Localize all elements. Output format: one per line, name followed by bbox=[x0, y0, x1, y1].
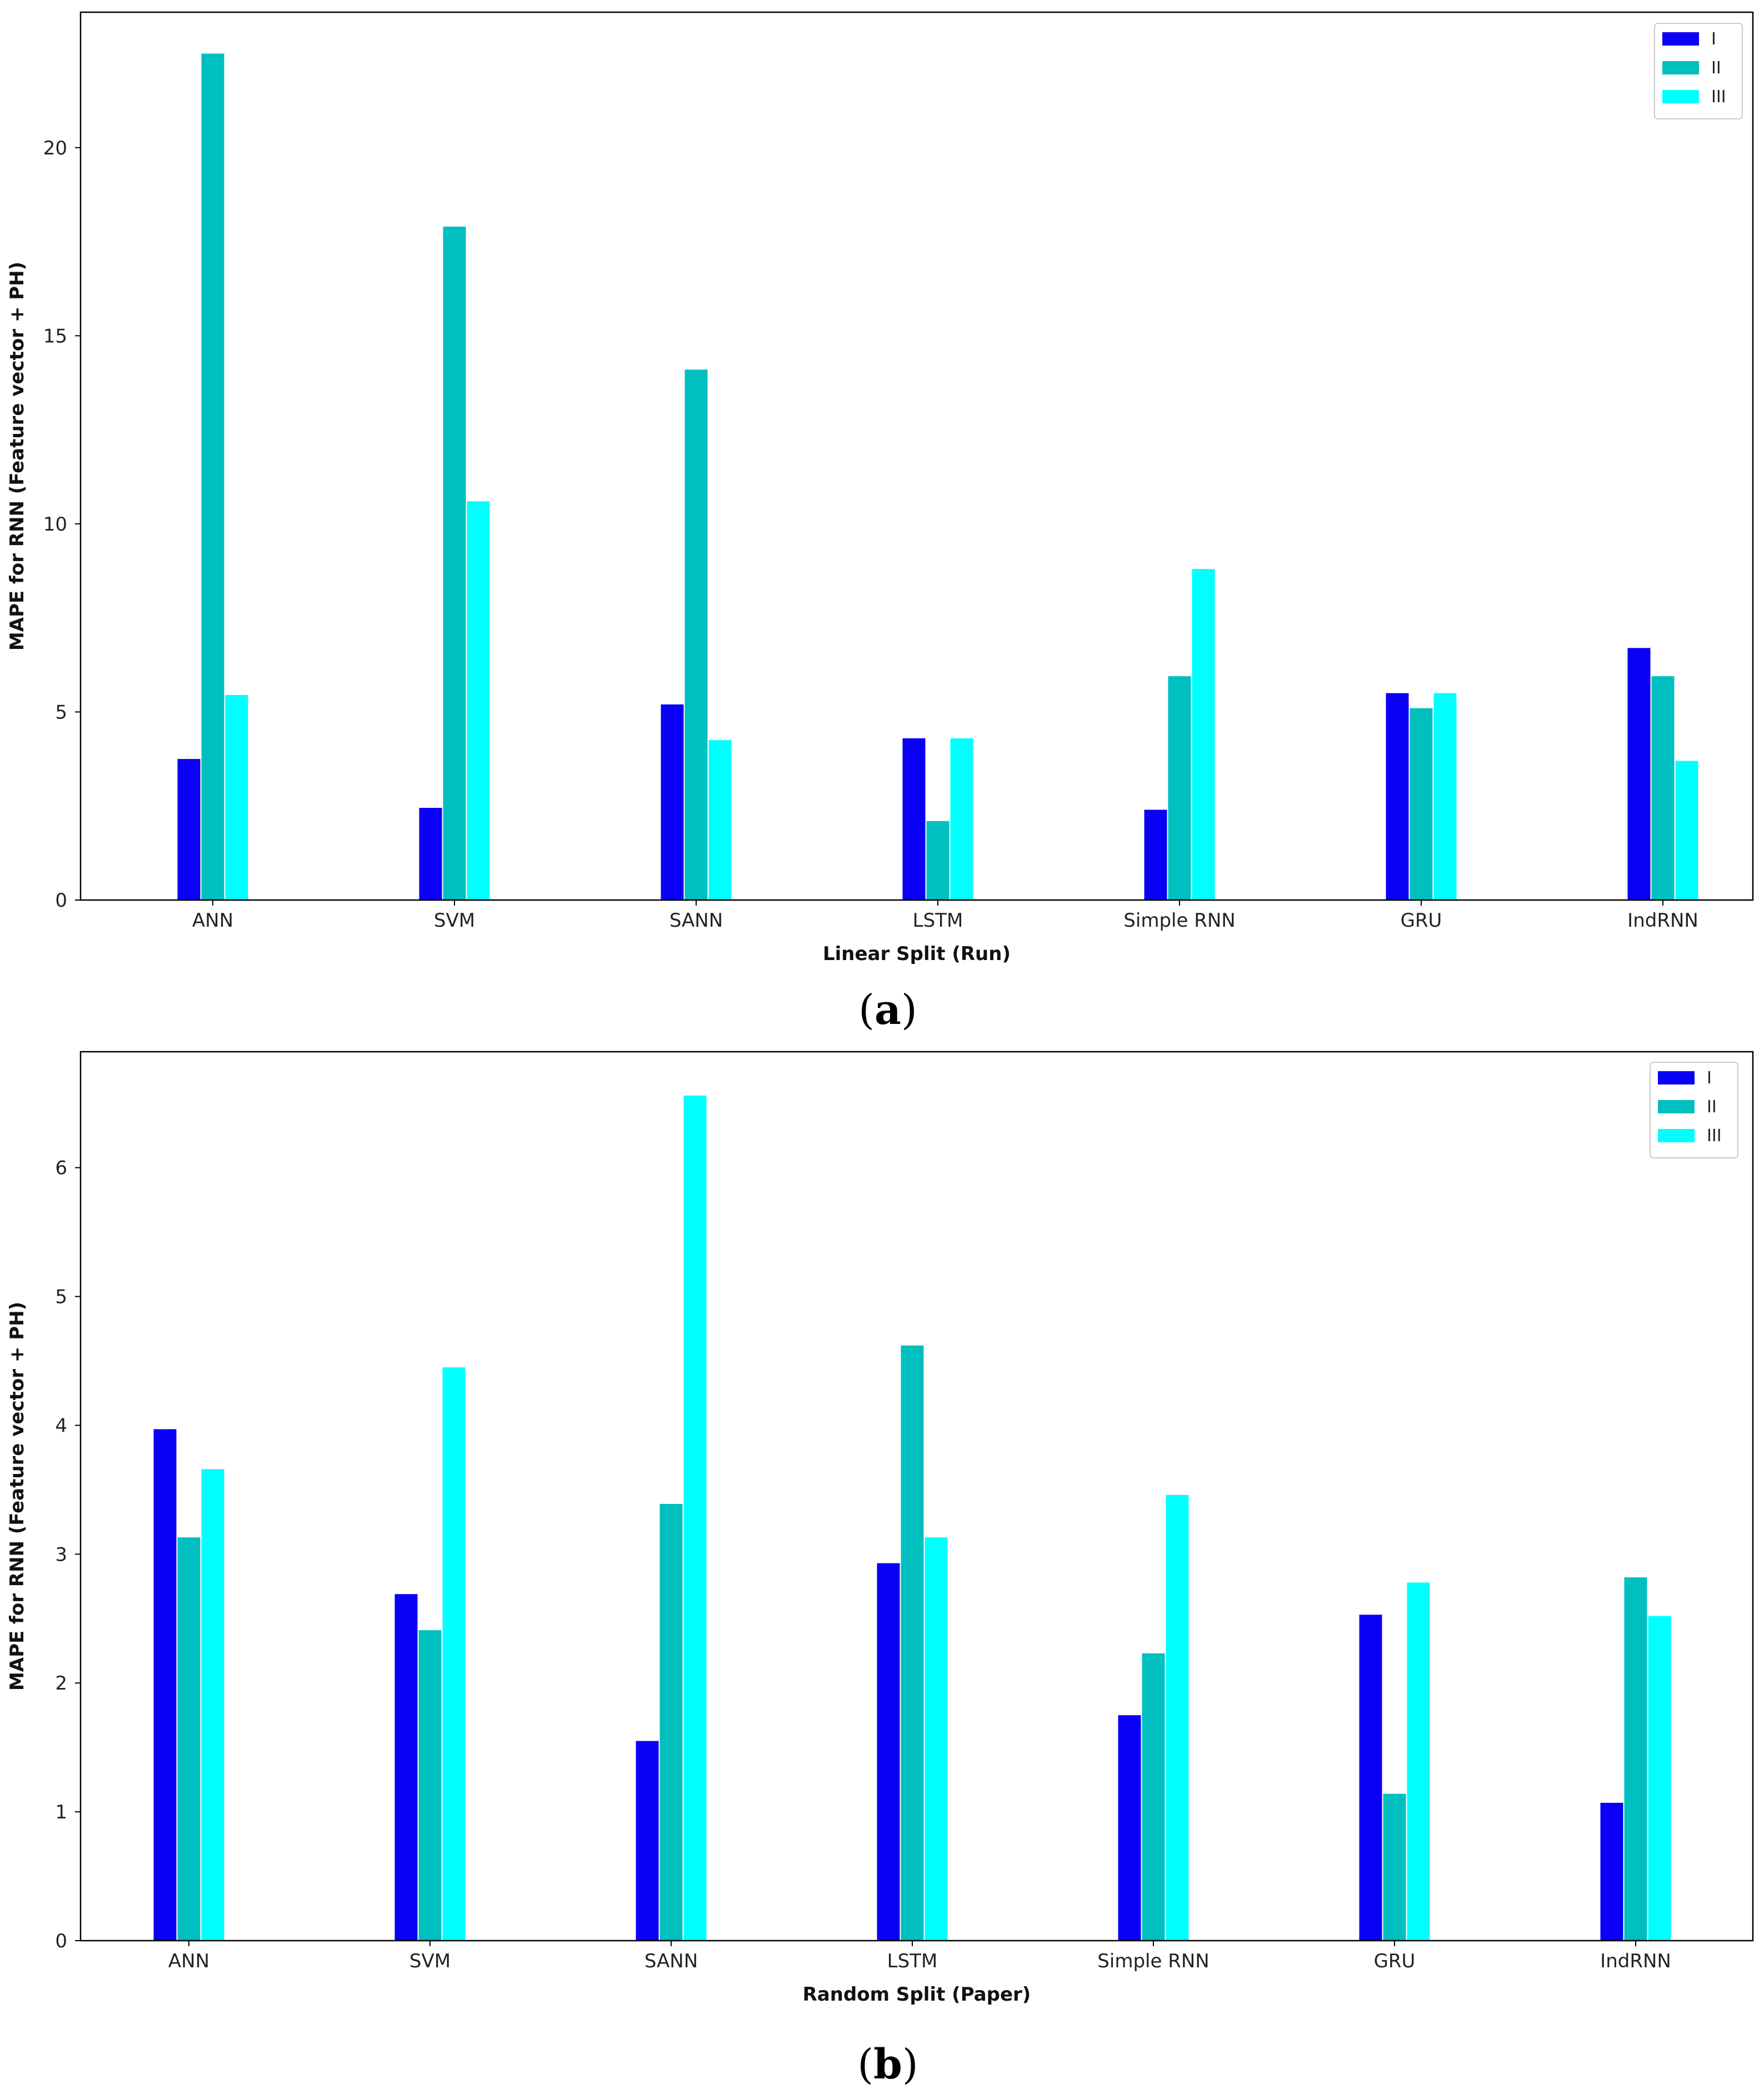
chart-b-bar-simple-rnn-series-iii bbox=[1166, 1495, 1189, 1941]
chart-b-y-tick-label-4: 4 bbox=[55, 1415, 67, 1437]
chart-b-bar-ann-series-i bbox=[153, 1429, 177, 1941]
chart-a-legend-label-ii: II bbox=[1711, 58, 1721, 78]
chart-a-bar-lstm-series-ii bbox=[926, 821, 950, 900]
chart-a-bar-ann-series-ii bbox=[201, 53, 224, 901]
chart-b-bar-sann-series-ii bbox=[659, 1503, 683, 1941]
panel-caption-b: (b) bbox=[857, 2041, 918, 2088]
chart-a-x-tick-label-lstm: LSTM bbox=[913, 909, 963, 932]
chart-b-y-tick-label-1: 1 bbox=[55, 1801, 67, 1823]
chart-a-bar-ann-series-i bbox=[177, 759, 201, 900]
chart-b-bar-gru-series-i bbox=[1359, 1615, 1382, 1941]
chart-a: 0 5 10 15 20 ANN SVM SANN LSTM Simple RNN GRU IndRN… bbox=[6, 11, 1754, 965]
chart-a-legend-label-iii: III bbox=[1711, 87, 1726, 107]
chart-a-y-tick-label-20: 20 bbox=[43, 137, 67, 159]
chart-a-bar-svm-series-ii bbox=[443, 226, 466, 900]
chart-b-y-tick-label-0: 0 bbox=[55, 1930, 67, 1952]
chart-a-x-tick-label-sann: SANN bbox=[669, 909, 723, 932]
chart-a-legend-swatch-ii bbox=[1662, 61, 1699, 74]
chart-b-bar-svm-series-ii bbox=[418, 1630, 442, 1941]
chart-a-legend-swatch-iii bbox=[1662, 90, 1699, 103]
chart-a-x-tick-label-ann: ANN bbox=[192, 909, 233, 932]
chart-b-bar-indrnn-series-i bbox=[1600, 1802, 1623, 1941]
chart-b: 0 1 2 3 4 5 6 ANN SVM SANN LSTM Simple RNN GRU IndRNN… bbox=[6, 1051, 1754, 2006]
chart-a-y-tick-label-0: 0 bbox=[55, 889, 67, 912]
chart-a-bar-simple-rnn-series-i bbox=[1144, 809, 1167, 900]
chart-a-legend-swatch-i bbox=[1662, 32, 1699, 46]
chart-a-x-tick-label-simple-rnn: Simple RNN bbox=[1123, 909, 1235, 932]
chart-b-bar-gru-series-iii bbox=[1407, 1582, 1430, 1941]
chart-b-y-tick-label-5: 5 bbox=[55, 1286, 67, 1308]
chart-b-x-tick-label-gru: GRU bbox=[1374, 1950, 1416, 1972]
chart-b-x-tick-label-sann: SANN bbox=[644, 1950, 698, 1972]
chart-b-x-tick-label-indrnn: IndRNN bbox=[1600, 1950, 1671, 1972]
chart-a-bar-gru-series-ii bbox=[1410, 708, 1433, 900]
chart-a-bar-indrnn-series-i bbox=[1627, 648, 1651, 900]
chart-a-bar-gru-series-i bbox=[1386, 693, 1409, 900]
chart-a-bar-gru-series-iii bbox=[1433, 693, 1457, 900]
chart-a-y-axis-title: MAPE for RNN (Feature vector + PH) bbox=[6, 262, 28, 651]
chart-b-bar-lstm-series-i bbox=[877, 1563, 900, 1941]
chart-a-bar-sann-series-i bbox=[661, 704, 684, 900]
chart-a-bar-simple-rnn-series-ii bbox=[1168, 676, 1191, 900]
chart-a-legend-label-i: I bbox=[1711, 29, 1716, 49]
chart-b-x-tick-label-lstm: LSTM bbox=[887, 1950, 938, 1972]
chart-a-bar-indrnn-series-iii bbox=[1675, 761, 1698, 900]
chart-b-bar-simple-rnn-series-ii bbox=[1142, 1653, 1165, 1941]
chart-a-x-tick-label-svm: SVM bbox=[434, 909, 475, 932]
chart-b-y-tick-label-2: 2 bbox=[55, 1672, 67, 1695]
chart-b-y-tick-label-3: 3 bbox=[55, 1543, 67, 1566]
chart-b-x-tick-label-svm: SVM bbox=[409, 1950, 451, 1972]
chart-a-y-tick-label-15: 15 bbox=[43, 325, 67, 347]
chart-b-bar-lstm-series-iii bbox=[925, 1537, 948, 1941]
chart-a-axes-frame bbox=[79, 11, 1754, 901]
chart-a-x-tick-label-indrnn: IndRNN bbox=[1627, 909, 1698, 932]
chart-a-bar-svm-series-iii bbox=[467, 501, 490, 900]
chart-a-bar-ann-series-iii bbox=[225, 694, 248, 900]
chart-b-x-axis-title: Random Split (Paper) bbox=[803, 1983, 1031, 2006]
chart-a-bar-sann-series-ii bbox=[684, 369, 708, 900]
chart-a-bar-sann-series-iii bbox=[708, 740, 732, 900]
chart-b-bar-indrnn-series-ii bbox=[1624, 1577, 1647, 1941]
chart-b-x-tick-label-ann: ANN bbox=[168, 1950, 209, 1972]
chart-a-bar-simple-rnn-series-iii bbox=[1192, 569, 1215, 900]
panel-caption-a: (a) bbox=[858, 986, 917, 1034]
chart-b-axes-frame bbox=[79, 1051, 1754, 1942]
chart-b-x-tick-label-simple-rnn: Simple RNN bbox=[1097, 1950, 1209, 1972]
chart-a-bar-indrnn-series-ii bbox=[1651, 676, 1675, 900]
chart-a-x-axis-title: Linear Split (Run) bbox=[823, 943, 1011, 965]
chart-b-legend-swatch-ii bbox=[1658, 1100, 1695, 1113]
chart-b-bar-gru-series-ii bbox=[1383, 1793, 1406, 1941]
chart-a-y-tick-label-10: 10 bbox=[43, 513, 67, 536]
chart-b-bar-svm-series-iii bbox=[442, 1367, 466, 1941]
chart-b-legend-label-iii: III bbox=[1707, 1126, 1722, 1146]
chart-a-bar-lstm-series-i bbox=[902, 738, 926, 900]
chart-b-y-tick-label-6: 6 bbox=[55, 1157, 67, 1180]
chart-b-bar-indrnn-series-iii bbox=[1648, 1616, 1671, 1941]
chart-b-y-axis-title: MAPE for RNN (Feature vector + PH) bbox=[6, 1302, 28, 1691]
chart-b-bar-ann-series-ii bbox=[177, 1537, 201, 1941]
chart-b-legend-label-i: I bbox=[1707, 1068, 1712, 1088]
chart-b-bar-lstm-series-ii bbox=[901, 1345, 924, 1941]
chart-a-y-tick-label-5: 5 bbox=[55, 701, 67, 723]
chart-b-legend-swatch-iii bbox=[1658, 1129, 1695, 1142]
chart-b-bar-sann-series-i bbox=[636, 1741, 659, 1941]
chart-b-bar-ann-series-iii bbox=[201, 1469, 224, 1941]
chart-a-x-tick-label-gru: GRU bbox=[1401, 909, 1442, 932]
chart-b-legend-label-ii: II bbox=[1707, 1097, 1717, 1117]
chart-a-bar-svm-series-i bbox=[419, 808, 442, 900]
chart-b-legend-swatch-i bbox=[1658, 1071, 1695, 1085]
chart-b-bar-sann-series-iii bbox=[683, 1095, 707, 1941]
chart-a-bar-lstm-series-iii bbox=[950, 738, 973, 900]
chart-b-bar-simple-rnn-series-i bbox=[1118, 1715, 1141, 1941]
chart-b-bar-svm-series-i bbox=[394, 1594, 418, 1941]
